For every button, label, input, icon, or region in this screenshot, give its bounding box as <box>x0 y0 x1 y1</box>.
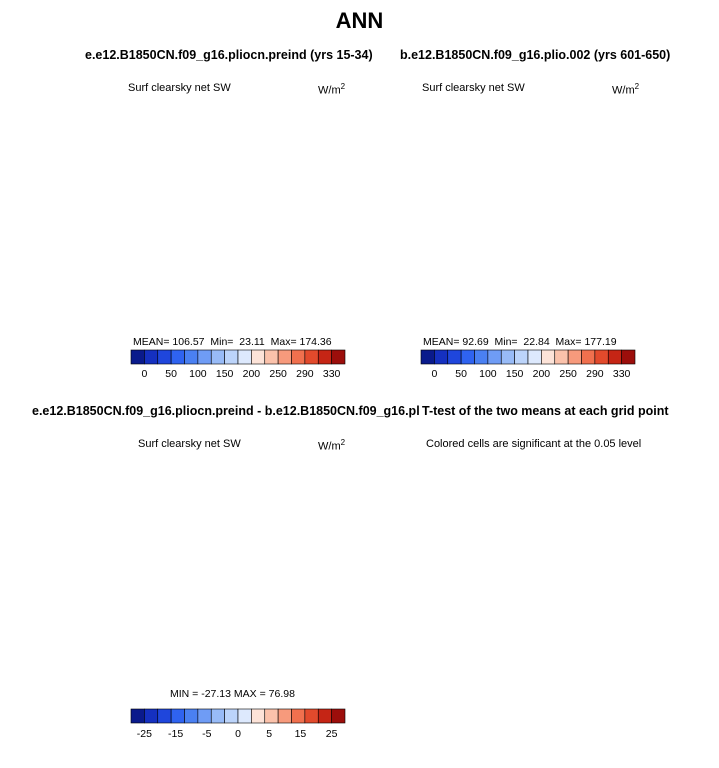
colorbar-3-swatch-11 <box>277 708 292 724</box>
colorbar-1-swatch-0 <box>130 349 145 365</box>
colorbar-3-swatch-13 <box>304 708 319 724</box>
panel-2-title: b.e12.B1850CN.f09_g16.plio.002 (yrs 601-… <box>400 48 671 62</box>
map-4-nonsignificant-cells <box>424 463 634 673</box>
panel-2-units: W/m2 <box>612 82 640 97</box>
colorbar-2-tick-label: 0 <box>431 368 438 380</box>
panel-1-title: e.e12.B1850CN.f09_g16.pliocn.preind (yrs… <box>85 48 373 62</box>
colorbar-2-swatch-2 <box>447 349 462 365</box>
colorbar-3-tick-label: -15 <box>167 728 184 740</box>
colorbar-1-swatch-2 <box>157 349 172 365</box>
panel-1-colorbar-ticks: 0 50 100 150 200 250 290 330 <box>131 366 345 380</box>
colorbar-2-tick-label: 330 <box>612 368 631 380</box>
colorbar-1-swatch-10 <box>264 349 279 365</box>
colorbar-3-swatch-0 <box>130 708 145 724</box>
colorbar-1-swatch-8 <box>237 349 252 365</box>
colorbar-3-swatch-3 <box>170 708 185 724</box>
colorbar-2-swatch-12 <box>581 349 596 365</box>
colorbar-2-tick-label: 250 <box>559 368 577 380</box>
colorbar-2-swatch-4 <box>474 349 489 365</box>
colorbar-1-tick-label: 250 <box>269 368 287 380</box>
panel-2-variable: Surf clearsky net SW <box>422 82 525 94</box>
colorbar-3-swatch-4 <box>184 708 199 724</box>
colorbar-1-tick-label: 100 <box>189 368 207 380</box>
colorbar-2-swatch-8 <box>527 349 542 365</box>
colorbar-2-swatch-7 <box>514 349 529 365</box>
colorbar-1-swatch-15 <box>331 349 346 365</box>
panel-2-colorbar <box>420 349 636 365</box>
colorbar-1-swatch-3 <box>170 349 185 365</box>
colorbar-2-swatch-0 <box>420 349 435 365</box>
colorbar-3-swatch-15 <box>331 708 346 724</box>
colorbar-1-tick-label: 150 <box>215 368 234 380</box>
colorbar-3-swatch-10 <box>264 708 279 724</box>
colorbar-1-swatch-14 <box>317 349 332 365</box>
colorbar-3-tick-label: 0 <box>235 728 241 740</box>
colorbar-3-tick-label: 15 <box>294 728 307 740</box>
panel-3-units: W/m2 <box>318 438 346 453</box>
colorbar-3-tick-label: -25 <box>136 728 152 740</box>
panel-1-variable: Surf clearsky net SW <box>128 82 231 94</box>
panel-4-subtitle: Colored cells are significant at the 0.0… <box>426 438 642 450</box>
colorbar-3-tick-label: -5 <box>202 728 212 740</box>
colorbar-3-swatch-5 <box>197 708 212 724</box>
colorbar-2-tick-label: 50 <box>455 368 467 380</box>
colorbar-3-swatch-2 <box>157 708 172 724</box>
colorbar-3-tick-label: 5 <box>266 728 273 740</box>
colorbar-1-swatch-1 <box>144 349 159 365</box>
colorbar-2-swatch-6 <box>500 349 515 365</box>
colorbar-2-tick-label: 200 <box>532 368 551 380</box>
colorbar-2-swatch-1 <box>434 349 449 365</box>
colorbar-1-swatch-12 <box>291 349 306 365</box>
figure-title: ANN <box>335 8 384 33</box>
colorbar-2-swatch-15 <box>621 349 636 365</box>
colorbar-1-swatch-7 <box>224 349 239 365</box>
panel-3-colorbar <box>130 708 346 724</box>
panel-1-units: W/m2 <box>318 82 346 97</box>
colorbar-1-tick-label: 290 <box>296 368 314 380</box>
colorbar-3-swatch-8 <box>237 708 252 724</box>
colorbar-1-tick-label: 0 <box>141 368 148 380</box>
colorbar-2-tick-label: 100 <box>479 368 497 380</box>
colorbar-1-swatch-13 <box>304 349 319 365</box>
colorbar-1-tick-label: 50 <box>165 368 177 380</box>
panel-1-stats: MEAN= 106.57 Min= 23.11 Max= 174.36 <box>133 336 332 348</box>
panel-1-colorbar <box>130 349 346 365</box>
panel-2-colorbar-ticks: 0 50 100 150 200 250 290 330 <box>421 366 635 380</box>
colorbar-3-tick-label: 25 <box>325 728 338 740</box>
colorbar-1-tick-label: 200 <box>242 368 261 380</box>
map-4-significant-cells <box>419 458 639 678</box>
panel-3-variable: Surf clearsky net SW <box>138 438 241 450</box>
panel-4-title: T-test of the two means at each grid poi… <box>422 404 669 418</box>
colorbar-3-swatch-7 <box>224 708 239 724</box>
colorbar-1-swatch-4 <box>184 349 199 365</box>
panel-3-colorbar-ticks: -25 -15 -5 0 5 15 25 <box>131 726 345 740</box>
panel-2-stats: MEAN= 92.69 Min= 22.84 Max= 177.19 <box>423 336 617 348</box>
colorbar-3-swatch-1 <box>144 708 159 724</box>
colorbar-1-swatch-5 <box>197 349 212 365</box>
colorbar-1-tick-label: 330 <box>322 368 341 380</box>
colorbar-2-swatch-10 <box>554 349 569 365</box>
colorbar-2-swatch-9 <box>541 349 556 365</box>
panel-3-title: e.e12.B1850CN.f09_g16.pliocn.preind - b.… <box>32 404 420 418</box>
colorbar-2-swatch-11 <box>567 349 582 365</box>
colorbar-2-swatch-5 <box>487 349 502 365</box>
colorbar-3-swatch-6 <box>210 708 225 724</box>
colorbar-2-swatch-14 <box>607 349 622 365</box>
colorbar-2-tick-label: 290 <box>586 368 604 380</box>
colorbar-3-swatch-14 <box>317 708 332 724</box>
colorbar-2-swatch-3 <box>460 349 475 365</box>
colorbar-1-swatch-9 <box>251 349 266 365</box>
colorbar-1-swatch-6 <box>210 349 225 365</box>
colorbar-1-swatch-11 <box>277 349 292 365</box>
colorbar-3-swatch-12 <box>291 708 306 724</box>
colorbar-2-tick-label: 150 <box>505 368 524 380</box>
panel-3-stats: MIN = -27.13 MAX = 76.98 <box>170 688 295 700</box>
colorbar-3-swatch-9 <box>251 708 266 724</box>
colorbar-2-swatch-13 <box>594 349 609 365</box>
